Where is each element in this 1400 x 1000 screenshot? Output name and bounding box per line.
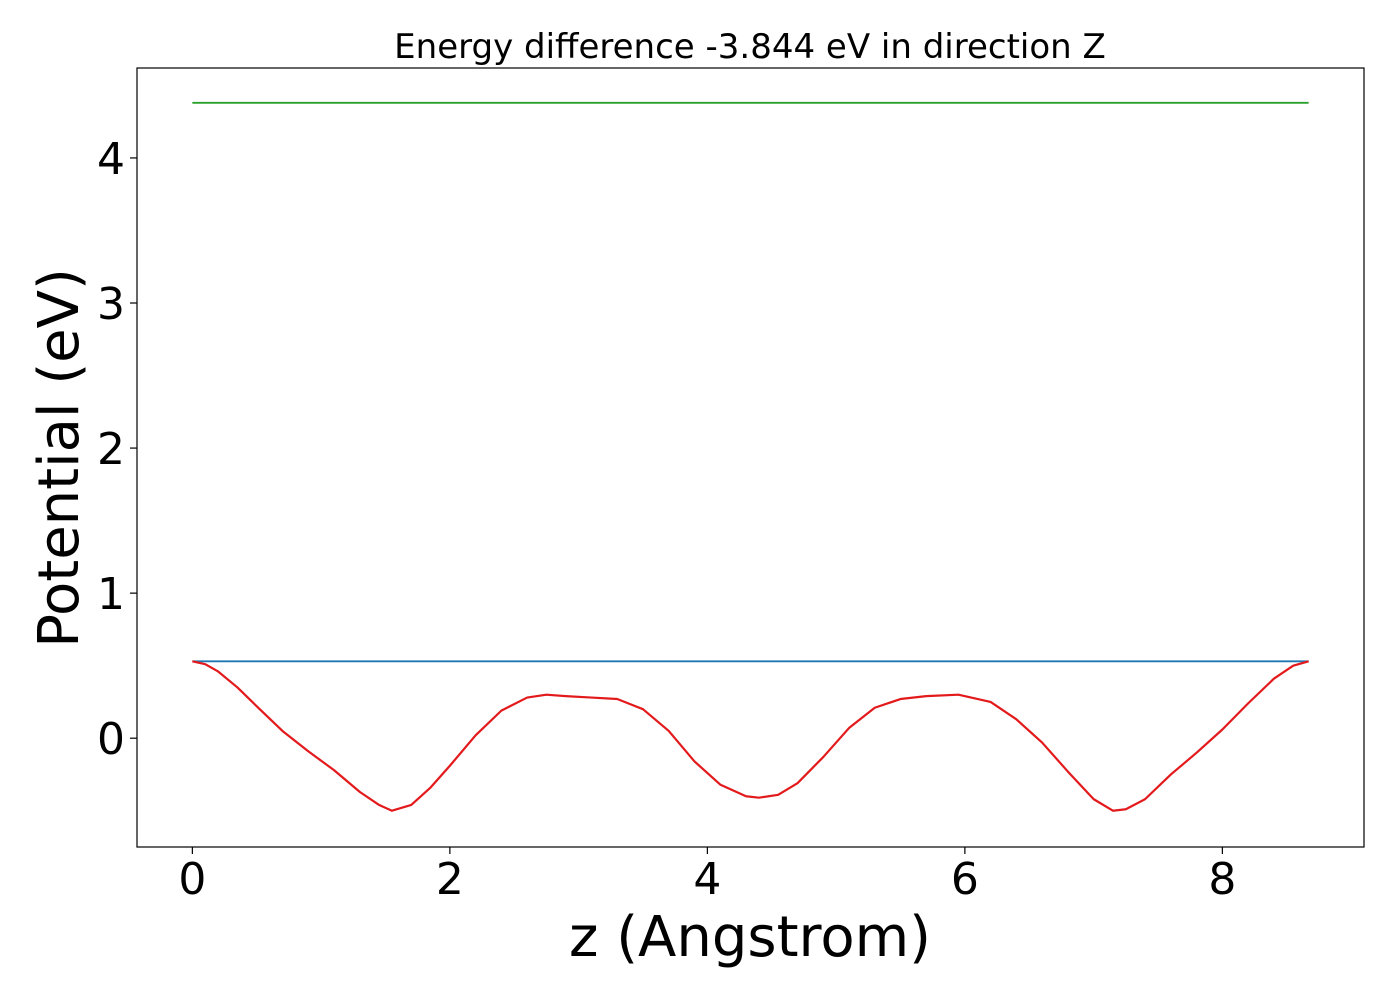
y-tick-label: 4: [97, 134, 125, 185]
x-axis-label: z (Angstrom): [569, 905, 931, 970]
y-tick-label: 3: [97, 279, 125, 330]
y-axis-ticks: 0 1 2 3 4: [97, 134, 137, 765]
y-tick-label: 2: [97, 424, 125, 475]
y-axis-label: Potential (eV): [27, 268, 92, 648]
x-tick-label: 0: [178, 854, 206, 905]
x-tick-label: 4: [693, 854, 721, 905]
x-tick-label: 8: [1208, 854, 1236, 905]
y-tick-label: 1: [97, 569, 125, 620]
series-line-2: [192, 660, 1309, 812]
chart-title: Energy difference -3.844 eV in direction…: [394, 27, 1106, 67]
plot-lines: [192, 101, 1309, 812]
x-tick-label: 6: [951, 854, 979, 905]
x-axis-ticks: 0 2 4 6 8: [178, 847, 1236, 905]
plot-area-frame: [136, 67, 1365, 848]
x-tick-label: 2: [436, 854, 464, 905]
y-tick-label: 0: [97, 714, 125, 765]
